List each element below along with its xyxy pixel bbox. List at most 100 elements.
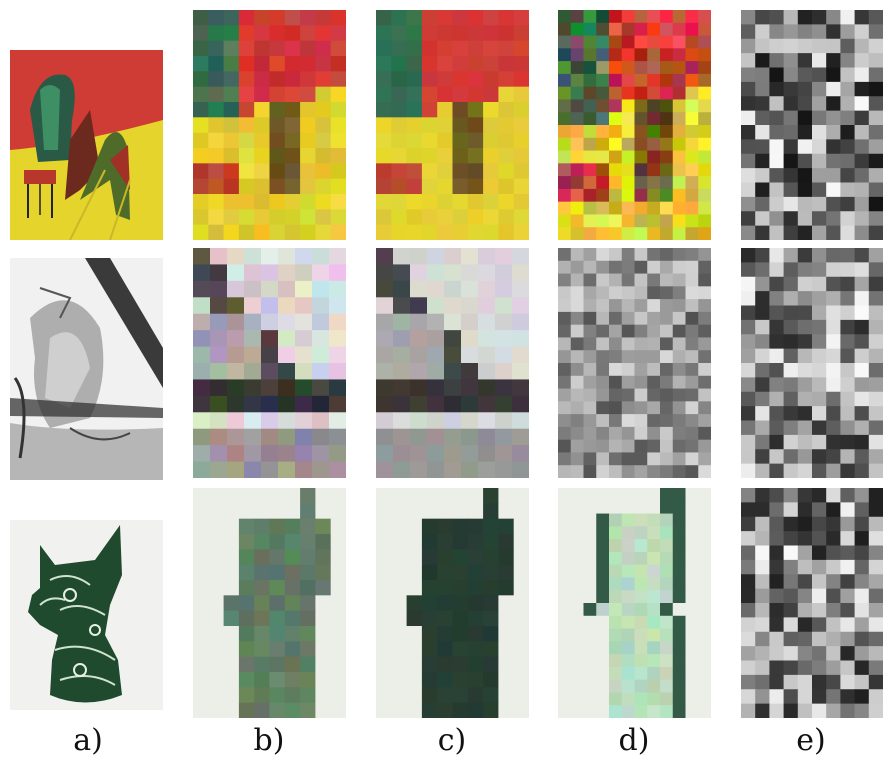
mosaic-cell [596,10,610,24]
mosaic-cell [672,577,687,591]
mosaic-cell [647,564,661,579]
mosaic-cell [376,488,392,504]
mosaic-cell [483,672,499,688]
mosaic-cell [868,516,883,532]
mosaic-cell [596,539,610,553]
mosaic-cell [755,617,770,633]
column-label-b: b) [253,723,285,758]
mosaic-cell [583,539,597,553]
mosaic-cell [452,10,469,26]
mosaic-cell [672,337,687,351]
mosaic-cell [244,313,262,331]
mosaic-cell [391,40,408,57]
mosaic-cell [315,687,332,704]
mosaic-cell [596,337,610,351]
mosaic-cell [840,631,856,647]
mosaic-cell [826,125,841,140]
mosaic-cell [269,40,286,57]
mosaic-cell [483,549,499,566]
mosaic-cell [660,388,674,402]
mosaic-cell [685,86,699,101]
mosaic-cell [406,40,423,57]
mosaic-cell [698,311,711,326]
mosaic-cell [244,297,262,315]
mosaic-cell [755,211,770,227]
mosaic-cell [410,379,428,397]
mosaic-cell [783,196,799,212]
mosaic-cell [244,428,262,446]
mosaic-cell [609,513,623,527]
mosaic-cell [741,689,756,705]
mosaic-cell [741,516,756,532]
mosaic-cell [634,112,648,126]
mosaic-cell [421,163,438,180]
mosaic-cell [583,22,597,37]
mosaic-cell [672,654,687,668]
mosaic-cell [483,163,499,180]
mosaic-cell [797,488,813,503]
mosaic-cell [797,463,813,478]
mosaic-cell [295,264,313,282]
mosaic-cell [660,426,674,441]
mosaic-cell [854,531,870,547]
mosaic-cell [437,178,454,195]
mosaic-cell [558,641,572,655]
mosaic-cell [783,559,799,575]
mosaic-cell [840,617,856,633]
mosaic-cell [685,163,699,177]
mosaic-cell [421,656,438,673]
mosaic-cell [672,22,687,37]
mosaic-cell [427,248,445,266]
mosaic-cell [660,654,674,668]
mosaic-cell [452,702,469,718]
mosaic-cell [406,56,423,72]
mosaic-cell [261,412,279,430]
mosaic-cell [596,99,610,113]
mosaic-cell [647,188,661,203]
mosaic-cell [452,178,469,195]
mosaic-cell [376,25,392,42]
mosaic-cell [312,280,330,298]
mosaic-cell [452,56,469,72]
mosaic-cell [467,595,484,612]
mosaic-cell [698,73,711,88]
original-painting-colorful [10,50,163,240]
mosaic-cell [193,25,209,42]
mosaic-cell [672,679,687,694]
mosaic-cell [376,672,392,688]
mosaic-cell [868,153,883,169]
mosaic-cell [467,518,484,535]
mosaic-cell [797,689,813,705]
mosaic-cell [300,117,316,134]
mosaic-cell [868,334,883,350]
mosaic-cell [393,297,411,315]
mosaic-cell [495,346,513,364]
mosaic-cell [461,280,479,298]
mosaic-cell [269,518,286,535]
mosaic-cell [376,194,392,210]
mosaic-cell [300,148,316,164]
mosaic-cell [223,56,240,72]
mosaic-cell [755,110,770,126]
mosaic-cell [467,641,484,658]
mosaic-cell [512,264,529,282]
mosaic-cell [513,224,529,240]
mosaic-cell [868,24,883,40]
mosaic-cell [621,201,636,216]
mosaic-cell [672,465,687,478]
mosaic-cell [238,610,255,627]
mosaic-cell [854,262,870,278]
mosaic-cell [755,377,770,393]
mosaic-cell [513,56,529,72]
mosaic-cell [483,626,499,642]
mosaic-cell [741,139,756,155]
mosaic-cell [300,656,316,673]
mosaic-cell [698,176,711,190]
mosaic-cell [647,426,661,441]
mosaic-cell [558,163,572,177]
mosaic-cell [647,590,661,604]
mosaic-cell [410,264,428,282]
mosaic-cell [685,273,699,287]
mosaic-cell [208,518,225,535]
mosaic-cell [698,439,711,454]
